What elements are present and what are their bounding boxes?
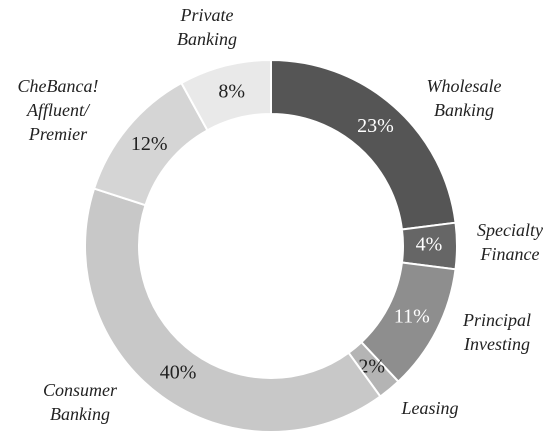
category-line: Affluent/ — [26, 100, 91, 120]
value-label: 11% — [394, 305, 430, 327]
category-line: Private — [180, 5, 234, 25]
category-label: Private Banking — [177, 5, 237, 49]
value-label: 2% — [358, 355, 385, 377]
category-label: Specialty Finance — [477, 220, 543, 264]
value-label: 12% — [131, 133, 168, 155]
donut-slice — [84, 187, 382, 433]
category-line: Principal — [462, 310, 531, 330]
category-line: Wholesale — [427, 76, 502, 96]
category-line: Banking — [50, 404, 110, 424]
category-line: Finance — [480, 244, 540, 264]
category-label: Leasing — [400, 398, 458, 418]
donut-slice — [180, 58, 272, 132]
value-label: 23% — [357, 115, 394, 137]
category-line: Leasing — [400, 398, 458, 418]
category-line: Banking — [434, 100, 494, 120]
category-line: Consumer — [43, 380, 118, 400]
value-label: 8% — [218, 81, 245, 103]
category-line: Banking — [177, 29, 237, 49]
value-label: 4% — [416, 234, 443, 256]
category-label: Wholesale Banking — [427, 76, 502, 120]
category-line: CheBanca! — [18, 76, 99, 96]
category-line: Specialty — [477, 220, 543, 240]
category-label: CheBanca! Affluent/Premier — [18, 76, 99, 144]
category-line: Premier — [28, 124, 88, 144]
category-label: Consumer Banking — [43, 380, 118, 424]
category-label: Principal Investing — [462, 310, 531, 354]
value-label: 40% — [160, 361, 197, 383]
category-line: Investing — [463, 334, 530, 354]
